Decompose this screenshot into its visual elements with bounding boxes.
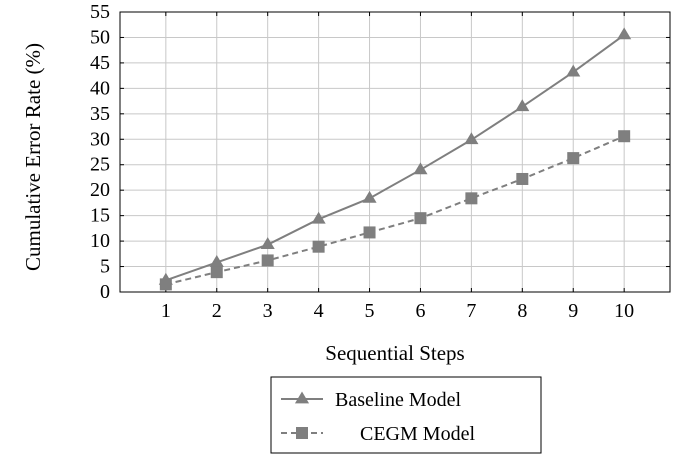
series-line <box>165 135 625 286</box>
data-point <box>516 172 529 185</box>
data-point <box>311 211 326 224</box>
series-2 <box>159 130 631 291</box>
legend-marker <box>294 391 310 404</box>
legend-box <box>270 376 542 454</box>
data-point <box>566 64 581 77</box>
axes <box>119 11 671 293</box>
plot-frame <box>119 11 671 293</box>
x-tick-label: 1 <box>161 300 171 322</box>
x-tick-label: 10 <box>614 300 634 322</box>
y-tick-label: 35 <box>90 103 110 125</box>
data-point <box>260 237 275 250</box>
y-axis-label: Cumulative Error Rate (%) <box>21 43 45 271</box>
x-tick-label: 9 <box>568 300 578 322</box>
x-tick-label: 8 <box>517 300 527 322</box>
data-point <box>414 212 427 225</box>
series-layer <box>158 27 632 291</box>
legend-label: CEGM Model <box>360 423 475 445</box>
x-tick-label: 4 <box>314 300 324 322</box>
x-tick-label: 3 <box>263 300 273 322</box>
y-tick-label: 45 <box>90 52 110 74</box>
data-point <box>312 240 325 253</box>
series-line <box>165 34 625 282</box>
x-tick-label: 6 <box>415 300 425 322</box>
data-point <box>261 254 274 267</box>
y-tick-label: 15 <box>90 205 110 227</box>
legend-label: Baseline Model <box>335 389 462 411</box>
data-point <box>618 130 631 143</box>
y-tick-label: 55 <box>90 1 110 23</box>
x-tick-label: 2 <box>212 300 222 322</box>
legend: Baseline Model CEGM Model <box>270 376 542 454</box>
x-tick-label: 7 <box>466 300 476 322</box>
data-point <box>464 132 479 145</box>
y-tick-label: 10 <box>90 230 110 252</box>
data-point <box>210 266 223 279</box>
y-tick-label: 40 <box>90 77 110 99</box>
data-point <box>159 278 172 291</box>
x-tick-label: 5 <box>365 300 375 322</box>
y-tick-label: 5 <box>100 256 110 278</box>
legend-marker <box>296 427 308 439</box>
series-1 <box>158 27 632 285</box>
y-tick-label: 50 <box>90 26 110 48</box>
data-point <box>363 226 376 239</box>
y-tick-label: 25 <box>90 154 110 176</box>
data-point <box>413 162 428 175</box>
x-axis-label: Sequential Steps <box>325 341 464 365</box>
y-tick-label: 30 <box>90 128 110 150</box>
data-point <box>465 192 478 205</box>
data-point <box>617 27 632 40</box>
data-point <box>362 190 377 203</box>
data-point <box>567 152 580 165</box>
data-point <box>515 99 530 112</box>
y-tick-label: 0 <box>100 281 110 303</box>
y-tick-label: 20 <box>90 179 110 201</box>
